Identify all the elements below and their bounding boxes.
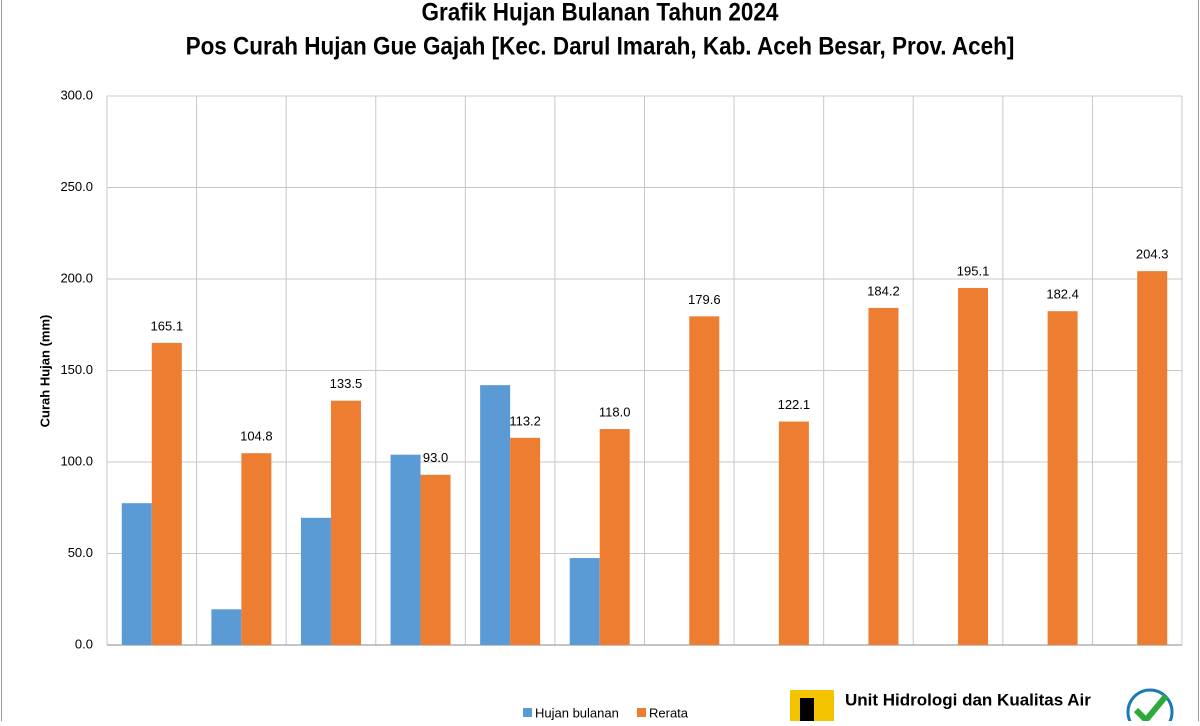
data-label: 113.2	[509, 413, 541, 428]
bar	[599, 429, 630, 645]
bar	[241, 453, 272, 645]
bar	[420, 474, 451, 645]
bar	[1047, 311, 1078, 645]
data-label: 204.3	[1136, 247, 1169, 262]
data-label: 133.5	[330, 376, 363, 391]
bar	[390, 454, 421, 645]
chart-subtitle: Pos Curah Hujan Gue Gajah [Kec. Darul Im…	[186, 33, 1015, 61]
bar	[480, 385, 511, 645]
bar	[151, 342, 182, 645]
data-label: 195.1	[957, 263, 990, 278]
bar	[300, 517, 331, 645]
bar	[569, 558, 600, 645]
y-tick-label: 300.0	[60, 87, 93, 102]
y-tick-label: 100.0	[60, 453, 93, 468]
data-label: 122.1	[778, 397, 811, 412]
bar	[778, 421, 809, 645]
bar	[510, 437, 541, 645]
legend-label: Hujan bulanan	[535, 705, 619, 720]
legend-swatch	[637, 708, 646, 717]
y-tick-label: 150.0	[60, 362, 93, 377]
data-label: 182.4	[1046, 287, 1079, 302]
bar	[330, 400, 361, 645]
bar	[868, 307, 899, 645]
legend-label: Rerata	[649, 705, 689, 720]
bar	[1137, 271, 1168, 645]
bar	[689, 316, 720, 645]
data-label: 179.6	[688, 292, 721, 307]
data-label: 184.2	[867, 283, 900, 298]
y-tick-label: 0.0	[75, 636, 93, 651]
y-axis-label: Curah Hujan (mm)	[37, 315, 52, 428]
y-tick-label: 250.0	[60, 179, 93, 194]
bar	[121, 503, 152, 645]
bar	[958, 287, 989, 645]
data-label: 93.0	[423, 450, 448, 465]
bar	[211, 609, 242, 645]
data-label: 165.1	[151, 318, 184, 333]
data-label: 104.8	[240, 429, 273, 444]
y-tick-label: 50.0	[68, 545, 93, 560]
organization: Unit Hidrologi dan Kualitas Air	[845, 690, 1091, 709]
legend-swatch	[523, 708, 532, 717]
chart-title: Grafik Hujan Bulanan Tahun 2024	[422, 0, 780, 27]
data-label: 118.0	[599, 404, 631, 419]
logo	[790, 688, 1174, 726]
y-tick-label: 200.0	[60, 270, 93, 285]
